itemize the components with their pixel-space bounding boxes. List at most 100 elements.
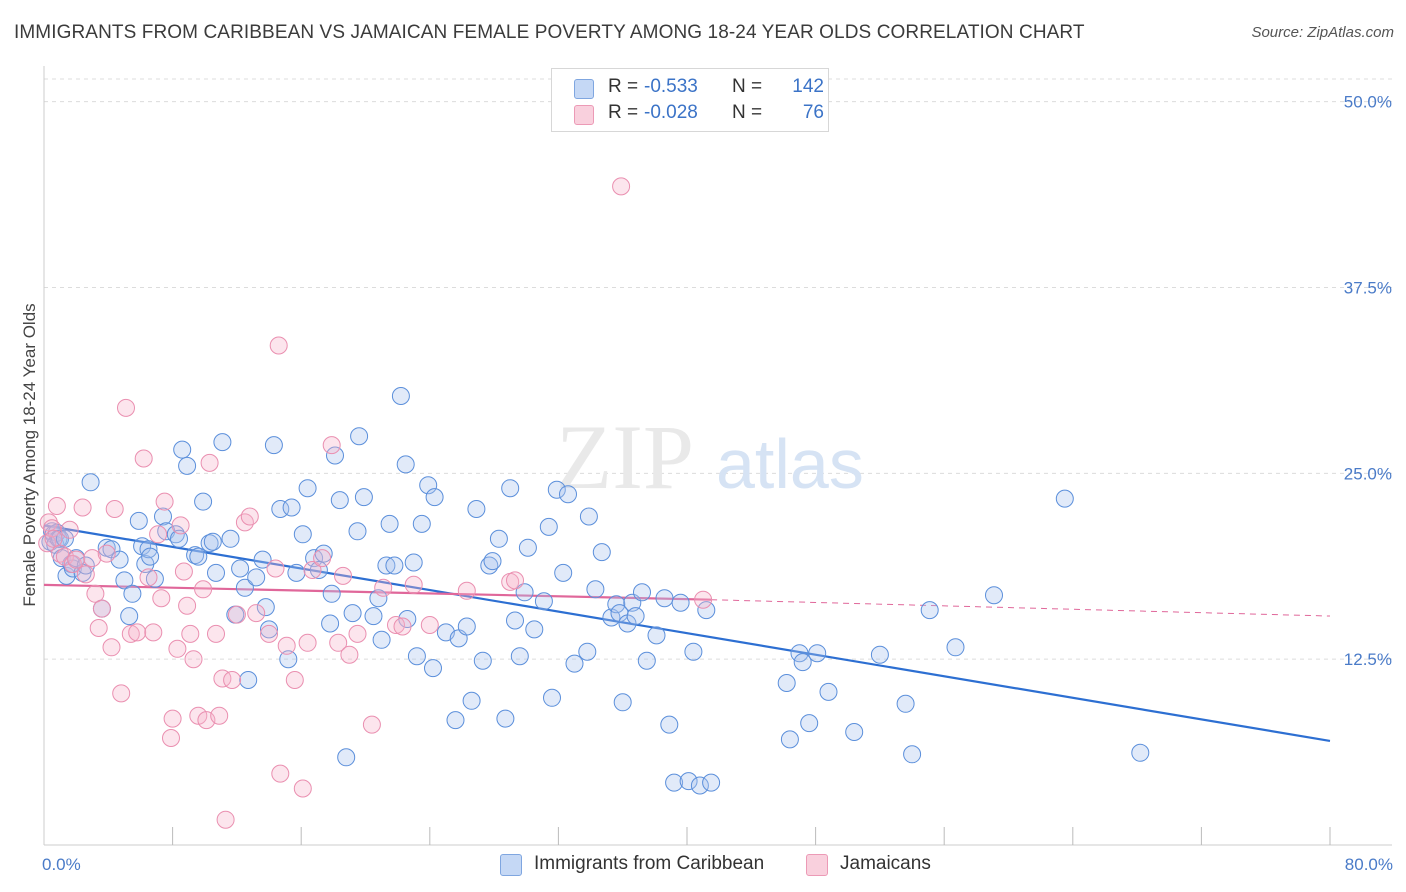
jamaicans-point: [144, 623, 163, 642]
jamaicans-point: [298, 633, 317, 652]
jamaicans-point: [235, 513, 254, 532]
caribbean-point: [372, 630, 391, 649]
caribbean-point: [231, 559, 250, 578]
caribbean-point: [239, 671, 258, 689]
caribbean-point: [819, 682, 838, 701]
caribbean-point: [354, 488, 373, 507]
jamaicans-point: [184, 650, 203, 669]
jamaicans-point: [374, 578, 393, 597]
jamaicans-point: [149, 525, 168, 544]
watermark: ZIP atlas: [556, 406, 864, 508]
legend-r-value: -0.028: [644, 102, 698, 123]
caribbean-point: [425, 488, 444, 507]
caribbean-point: [565, 654, 584, 673]
caribbean-point: [793, 653, 812, 672]
jamaicans-point: [285, 671, 304, 689]
jamaicans-point: [694, 590, 713, 609]
jamaicans-point: [89, 619, 108, 637]
jamaicans-point: [128, 623, 147, 642]
caribbean-point: [489, 529, 508, 548]
caribbean-point: [660, 715, 679, 734]
jamaicans-point: [155, 492, 174, 511]
caribbean-point: [203, 532, 222, 551]
caribbean-point: [200, 534, 219, 553]
caribbean-point: [271, 500, 290, 518]
y-tick-label: 37.5%: [1344, 279, 1392, 298]
jamaicans-point: [404, 575, 423, 594]
caribbean-point: [343, 604, 362, 623]
caribbean-point: [186, 546, 205, 565]
caribbean-trend-line: [43, 524, 1331, 743]
jamaicans-point: [329, 633, 348, 652]
caribbean-point: [141, 547, 160, 566]
series-legend: Immigrants from Caribbean Jamaicans: [0, 852, 1406, 878]
jamaicans-point: [117, 398, 135, 417]
caribbean-point: [282, 498, 301, 517]
jamaicans-point: [612, 177, 631, 196]
series-swatch-caribbean: [500, 854, 522, 876]
caribbean-point: [81, 473, 100, 492]
caribbean-point: [518, 538, 537, 557]
jamaicans-point: [322, 436, 341, 455]
caribbean-point: [178, 456, 197, 475]
caribbean-point: [559, 485, 577, 504]
caribbean-point: [129, 511, 148, 530]
jamaicans-point: [92, 599, 111, 618]
caribbean-point: [777, 674, 796, 692]
jamaicans-point: [102, 638, 121, 657]
caribbean-point: [369, 589, 388, 608]
caribbean-point: [412, 514, 431, 533]
caribbean-point: [690, 776, 709, 795]
jamaicans-point: [181, 624, 200, 643]
jamaicans-point: [121, 624, 140, 643]
jamaicans-point: [227, 605, 246, 624]
caribbean-point: [586, 580, 605, 599]
caribbean-point: [543, 688, 561, 707]
caribbean-point: [985, 586, 1003, 605]
caribbean-point: [260, 620, 278, 639]
jamaicans-point: [76, 565, 95, 584]
jamaicans-point: [210, 706, 229, 725]
caribbean-point: [946, 638, 965, 657]
trend-lines: [43, 524, 1331, 743]
jamaicans-point: [86, 584, 105, 603]
caribbean-point: [247, 568, 266, 587]
jamaicans-point: [189, 706, 208, 725]
jamaicans-point: [420, 616, 439, 634]
caribbean-point: [380, 514, 399, 533]
caribbean-point: [870, 645, 889, 664]
jamaicans-point: [163, 709, 182, 728]
series-swatch-jamaicans: [806, 854, 828, 876]
jamaicans-point: [194, 580, 213, 599]
caribbean-point: [920, 601, 939, 620]
jamaicans-point: [73, 498, 92, 517]
jamaicans-point: [67, 550, 86, 569]
legend-n-label: N =: [732, 76, 763, 97]
caribbean-point: [501, 479, 520, 498]
caribbean-point: [322, 584, 341, 603]
jamaicans-point: [105, 500, 124, 518]
caribbean-point: [170, 529, 188, 548]
caribbean-point: [235, 578, 254, 597]
jamaicans-point: [207, 624, 225, 643]
jamaicans-point: [387, 616, 405, 634]
caribbean-point: [808, 644, 827, 663]
caribbean-point: [579, 507, 598, 526]
correlation-legend: R = -0.533 N = 142 R = -0.028 N = 76: [551, 68, 829, 132]
caribbean-point: [506, 611, 524, 630]
caribbean-point: [613, 693, 632, 712]
jamaicans-point: [171, 516, 190, 535]
jamaicans-point: [240, 507, 259, 526]
caribbean-point: [287, 563, 306, 582]
watermark-zip: ZIP: [556, 406, 694, 508]
caribbean-point: [679, 772, 698, 791]
caribbean-point: [350, 427, 369, 446]
series-label-caribbean: Immigrants from Caribbean: [534, 853, 765, 874]
jamaicans-point: [348, 624, 367, 643]
caribbean-point: [697, 601, 716, 620]
caribbean-point: [256, 598, 275, 617]
caribbean-point: [1131, 743, 1150, 762]
caribbean-point: [626, 607, 645, 626]
caribbean-point: [326, 446, 344, 465]
caribbean-point: [207, 563, 225, 582]
